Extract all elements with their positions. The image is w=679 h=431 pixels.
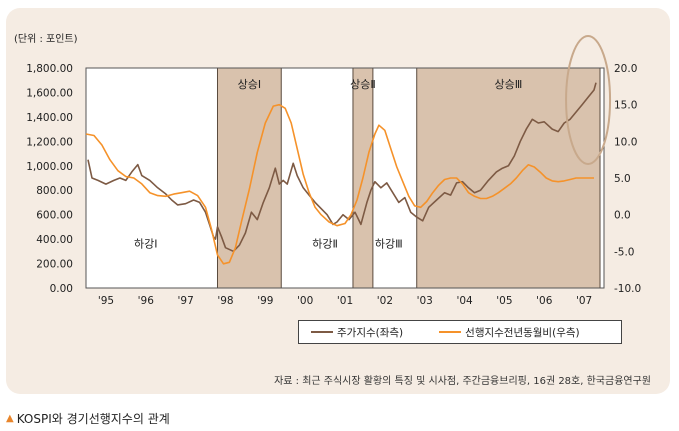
triangle-icon: ▲ <box>6 413 14 424</box>
x-tick-label: '02 <box>377 295 393 307</box>
y-right-tick-label: -10.0 <box>614 283 641 295</box>
y-left-tick-label: 200.00 <box>36 259 73 271</box>
x-tick-label: '96 <box>138 295 155 307</box>
x-tick-label: '99 <box>257 295 273 307</box>
fall-label-3: 하강Ⅲ <box>375 237 403 251</box>
y-right-tick-label: 15.0 <box>614 100 637 112</box>
y-right-tick-label: 0.0 <box>614 210 631 222</box>
y-right-tick-label: -5.0 <box>614 246 635 258</box>
x-tick-label: '97 <box>178 295 194 307</box>
y-left-tick-label: 1,800.00 <box>26 63 73 75</box>
rise-label-1: 상승Ⅰ <box>238 78 261 91</box>
x-tick-label: '95 <box>98 295 114 307</box>
fall-label-1: 하강Ⅰ <box>134 237 157 251</box>
figure-caption: ▲ KOSPI와 경기선행지수의 관계 <box>6 410 170 427</box>
shaded-period-3 <box>416 67 601 289</box>
x-tick-label: '04 <box>456 295 473 307</box>
x-tick-label: '06 <box>536 295 553 307</box>
rise-label-2: 상승Ⅱ <box>350 78 376 91</box>
y-right-tick-label: 10.0 <box>614 136 637 148</box>
series-line-leading <box>85 103 594 265</box>
rise-label-3: 상승Ⅲ <box>494 78 522 91</box>
y-right-tick-label: 20.0 <box>614 63 637 75</box>
x-tick-label: '00 <box>297 295 313 307</box>
y-left-tick-label: 1,000.00 <box>26 161 73 173</box>
source-note: 자료 : 최근 주식시장 활황의 특징 및 시사점, 주간금융브리핑, 16권 … <box>274 376 651 387</box>
y-left-tick-label: 800.00 <box>36 185 73 197</box>
y-left-tick-label: 1,200.00 <box>26 136 73 148</box>
x-tick-label: '01 <box>337 295 353 307</box>
legend-swatch-leading <box>439 331 462 333</box>
highlight-ellipse <box>565 35 612 165</box>
y-right-tick-label: 5.0 <box>614 173 631 185</box>
y-left-tick-label: 1,400.00 <box>26 112 73 124</box>
x-tick-label: '03 <box>417 295 433 307</box>
x-tick-label: '05 <box>496 295 512 307</box>
y-left-tick-label: 0.00 <box>50 283 73 295</box>
legend-label-leading: 선행지수전년동월비(우측) <box>465 326 580 339</box>
legend-item-leading: 선행지수전년동월비(우측) <box>439 325 580 340</box>
y-left-tick-label: 400.00 <box>36 234 73 246</box>
caption-text: KOSPI와 경기선행지수의 관계 <box>16 412 170 426</box>
y-left-tick-label: 1,600.00 <box>26 87 73 99</box>
x-tick-label: '07 <box>576 295 592 307</box>
x-tick-label: '98 <box>217 295 233 307</box>
legend-label-stock: 주가지수(좌측) <box>337 326 404 339</box>
legend-item-stock: 주가지수(좌측) <box>311 325 403 340</box>
fall-label-2: 하강Ⅱ <box>312 237 338 251</box>
y-left-tick-label: 600.00 <box>36 210 73 222</box>
series-line-stock <box>87 82 597 253</box>
plot-frame <box>85 67 605 289</box>
legend-swatch-stock <box>311 331 333 333</box>
unit-label: (단위 : 포인트) <box>14 34 78 45</box>
legend: 주가지수(좌측) 선행지수전년동월비(우측) <box>298 320 622 344</box>
